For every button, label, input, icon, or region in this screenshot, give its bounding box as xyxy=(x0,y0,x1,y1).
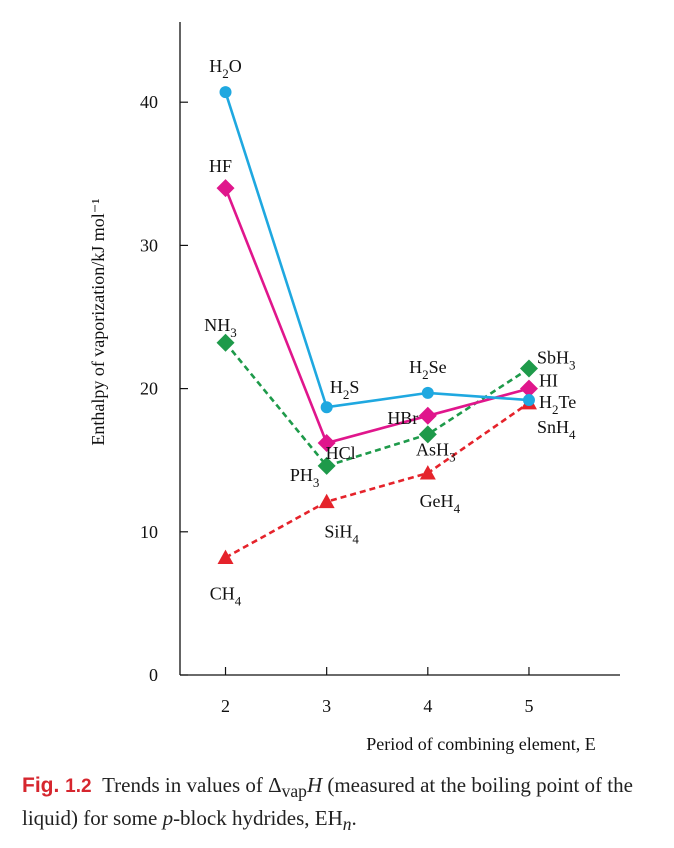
data-point-group-14 xyxy=(419,465,436,480)
data-point-group-15 xyxy=(216,333,235,352)
point-label: SbH3 xyxy=(537,348,576,373)
series-line-group-16 xyxy=(224,91,530,409)
series-line-group-14 xyxy=(224,401,530,559)
point-label: H2Se xyxy=(409,357,447,382)
data-point-group-14 xyxy=(217,549,234,564)
figure-caption: Fig. 1.2 Trends in values of ΔvapH (meas… xyxy=(22,772,662,838)
x-axis-label: Period of combining element, E xyxy=(366,734,595,754)
data-point-group-17 xyxy=(216,179,235,198)
point-label: H2O xyxy=(209,56,242,81)
caption-text-1: Trends in values of Δ xyxy=(102,773,282,797)
point-label: SiH4 xyxy=(324,522,359,547)
x-tick-label: 3 xyxy=(322,696,331,716)
point-label: H2Te xyxy=(539,392,576,417)
point-label: HBr xyxy=(387,408,418,428)
point-label: SnH4 xyxy=(537,417,576,442)
data-point-group-16 xyxy=(522,394,535,407)
caption-text-end: . xyxy=(351,806,357,831)
y-tick-label: 20 xyxy=(140,379,158,399)
caption-sub-n: n xyxy=(342,814,352,835)
caption-text-3: -block hydrides, EH xyxy=(173,806,343,831)
point-label: CH4 xyxy=(210,584,242,609)
axes: 0 10 20 30 40 2 3 4 5 xyxy=(140,22,620,716)
data-point-group-16 xyxy=(421,386,434,399)
figure-num: 1.2 xyxy=(65,776,92,797)
data-point-group-17 xyxy=(418,406,437,425)
y-tick-label: 40 xyxy=(140,92,158,112)
data-point-group-14 xyxy=(318,493,335,509)
series-lines xyxy=(224,91,530,559)
point-label: NH3 xyxy=(204,315,237,340)
point-label: GeH4 xyxy=(420,491,461,516)
point-label: AsH3 xyxy=(416,439,456,464)
data-point-group-15 xyxy=(519,359,538,378)
data-point-group-16 xyxy=(219,86,232,99)
chart: 0 10 20 30 40 2 3 4 5 CH4 SiH4 GeH4 SnH4 NH3 PH3 AsH3 S… xyxy=(88,22,620,754)
figure-word: Fig. xyxy=(22,774,60,797)
point-labels: CH4SiH4GeH4SnH4NH3PH3AsH3SbH3HFHClHBrHIH… xyxy=(204,56,576,608)
point-label: HCl xyxy=(326,443,356,463)
data-point-group-17 xyxy=(519,379,538,398)
series-line-group-17 xyxy=(224,187,530,445)
data-point-group-17 xyxy=(317,434,336,453)
series-markers xyxy=(216,86,538,564)
caption-italic-p: p xyxy=(162,806,174,831)
point-label: HI xyxy=(539,371,558,391)
x-tick-label: 5 xyxy=(524,696,533,716)
figure-number: Fig. 1.2 xyxy=(22,774,92,797)
y-tick-label: 10 xyxy=(140,522,158,542)
y-tick-label: 30 xyxy=(140,235,158,255)
y-tick-label: 0 xyxy=(149,665,158,685)
x-tick-label: 4 xyxy=(423,696,432,716)
caption-text-2: (measured at the boiling point of the li… xyxy=(22,773,633,831)
y-axis-label: Enthalpy of vaporization/kJ mol⁻¹ xyxy=(88,198,108,445)
series-line-group-15 xyxy=(224,341,530,468)
point-label: HF xyxy=(209,156,232,176)
data-point-group-16 xyxy=(320,401,333,414)
point-label: PH3 xyxy=(290,465,320,490)
data-point-group-15 xyxy=(317,456,336,475)
caption-italic-h: H xyxy=(306,773,323,797)
caption-sub-vap: vap xyxy=(281,781,307,802)
point-label: H2S xyxy=(330,377,360,402)
x-tick-label: 2 xyxy=(221,696,230,716)
data-point-group-15 xyxy=(418,425,437,444)
